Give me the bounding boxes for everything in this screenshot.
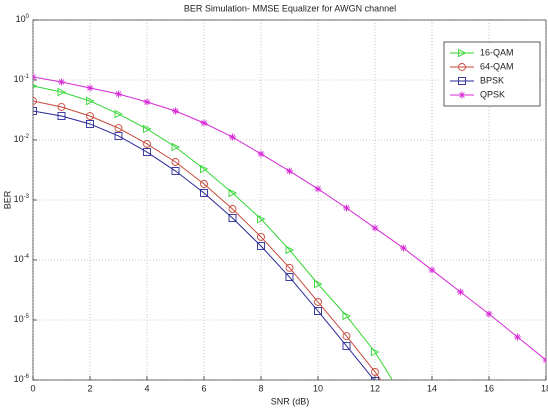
marker: [343, 204, 350, 212]
marker: [115, 90, 122, 98]
marker: [371, 368, 379, 376]
marker: [143, 148, 151, 156]
y-tick-label: 10-2: [14, 134, 30, 145]
y-tick-label: 10-3: [14, 194, 30, 205]
x-tick-label: 16: [484, 383, 494, 393]
x-axis-label: SNR (dB): [271, 396, 310, 406]
marker: [257, 214, 266, 224]
marker: [171, 167, 180, 175]
marker: [257, 150, 265, 158]
y-axis-label: BER: [2, 190, 12, 209]
marker: [458, 91, 466, 99]
marker: [228, 188, 238, 198]
marker: [514, 333, 521, 341]
marker: [371, 224, 379, 232]
marker: [285, 263, 294, 272]
marker: [371, 347, 380, 357]
marker: [86, 112, 94, 120]
marker: [285, 273, 294, 281]
marker: [172, 107, 179, 115]
marker: [86, 84, 94, 92]
marker: [33, 106, 37, 115]
marker: [458, 63, 466, 71]
marker: [342, 332, 351, 341]
marker: [458, 48, 467, 58]
x-tick-label: 12: [370, 383, 380, 393]
series-line: [33, 100, 382, 380]
marker: [200, 164, 209, 174]
marker: [314, 279, 323, 289]
y-tick-label: 10-5: [14, 314, 30, 325]
marker: [143, 98, 151, 106]
marker: [33, 97, 37, 105]
marker: [400, 395, 407, 402]
chart-title: BER Simulation- MMSE Equalizer for AWGN …: [184, 3, 396, 13]
marker: [314, 185, 322, 193]
marker: [228, 214, 237, 222]
marker: [33, 73, 37, 81]
marker: [114, 109, 124, 119]
marker: [314, 297, 322, 306]
y-tick-label: 100: [16, 14, 30, 25]
marker: [171, 142, 181, 152]
series-line: [33, 85, 393, 380]
legend-label: BPSK: [480, 75, 504, 85]
marker: [200, 189, 208, 197]
marker: [143, 140, 151, 148]
marker: [457, 288, 464, 296]
y-tick-label: 10-4: [14, 254, 30, 265]
legend-label: 64-QAM: [480, 61, 514, 71]
marker: [143, 124, 152, 134]
marker: [428, 266, 436, 274]
marker: [286, 167, 293, 175]
x-tick-label: 14: [427, 383, 437, 393]
marker: [57, 87, 67, 97]
marker: [114, 131, 123, 140]
plot-lines: [33, 73, 546, 402]
marker: [86, 120, 94, 128]
series-line: [33, 110, 375, 380]
marker: [57, 112, 66, 120]
legend-label: QPSK: [480, 89, 505, 99]
marker: [314, 307, 322, 315]
marker: [342, 311, 352, 321]
x-tick-label: 4: [144, 383, 149, 393]
marker: [57, 103, 66, 111]
legend-label: 16-QAM: [480, 47, 514, 57]
marker: [114, 124, 123, 133]
marker: [257, 242, 265, 250]
marker: [257, 233, 265, 241]
x-tick-label: 0: [30, 383, 35, 393]
y-tick-label: 10-1: [14, 74, 30, 85]
marker: [285, 245, 295, 255]
marker: [458, 77, 466, 85]
marker: [485, 310, 493, 318]
y-tick-label: 10-6: [14, 374, 30, 385]
marker: [229, 133, 236, 141]
x-tick-label: 10: [313, 383, 323, 393]
x-tick-label: 2: [87, 383, 92, 393]
marker: [58, 78, 65, 86]
marker: [200, 180, 208, 188]
marker: [342, 341, 351, 350]
marker: [171, 158, 180, 166]
x-tick-label: 18: [541, 383, 548, 393]
x-tick-label: 8: [258, 383, 263, 393]
marker: [200, 119, 208, 127]
marker: [400, 244, 407, 252]
marker: [228, 205, 237, 213]
marker: [86, 96, 95, 106]
x-tick-label: 6: [201, 383, 206, 393]
